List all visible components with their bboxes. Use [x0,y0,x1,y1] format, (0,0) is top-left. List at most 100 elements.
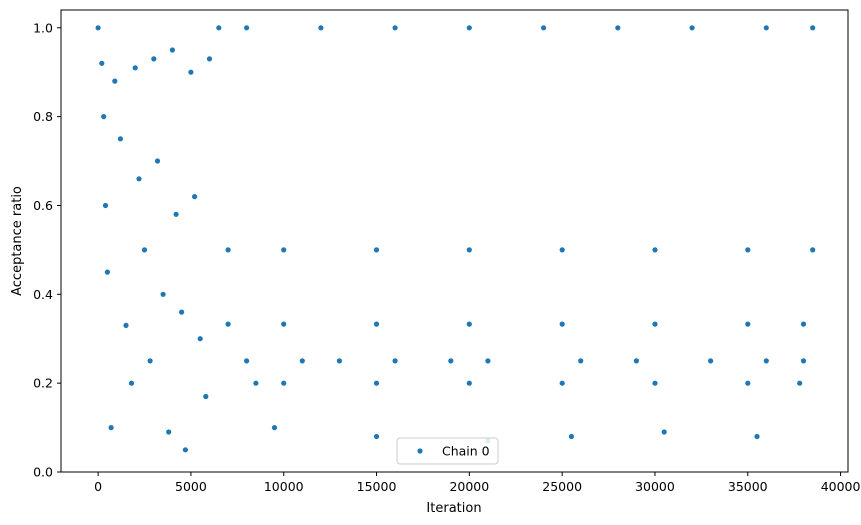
data-point [754,433,760,440]
data-point [141,247,148,253]
x-tick-label: 15000 [357,479,397,494]
data-point [108,425,114,431]
data-point [206,56,213,62]
data-point [281,380,287,386]
data-point [745,247,751,253]
data-point [559,247,565,253]
data-point [810,247,816,253]
x-tick-label: 0 [94,479,102,494]
data-point [466,25,472,31]
data-point [101,114,107,120]
data-point [541,25,547,31]
data-point [99,60,105,66]
data-point [373,433,380,440]
data-point [182,447,188,453]
data-point [244,358,250,364]
data-point [112,78,118,84]
x-tick-label: 20000 [449,479,489,494]
y-axis-ticks: 0.0 0.2 0.4 0.6 0.8 1.0 [33,20,61,480]
x-tick-label: 40000 [821,479,861,494]
data-point [373,247,380,253]
data-point [147,358,153,364]
legend-entry-chain-0: Chain 0 [442,444,490,459]
y-tick-label: 0.6 [33,198,53,213]
data-point [448,358,454,364]
data-point [197,336,203,342]
data-point [160,291,166,297]
data-point [136,176,142,182]
data-point [708,358,714,364]
data-point [102,202,109,209]
data-point [225,247,231,253]
data-point [281,247,287,253]
y-tick-label: 0.8 [33,109,53,124]
data-point [117,136,123,142]
data-point [151,56,157,62]
data-point [104,269,110,275]
data-point [225,321,231,327]
data-point [253,380,259,386]
data-point [745,321,751,327]
data-point [95,25,101,31]
y-tick-label: 0.2 [33,376,53,391]
data-point [166,429,172,435]
data-point [485,358,491,364]
data-point [689,25,695,31]
data-point [466,380,472,386]
y-axis-label: Acceptance ratio [10,186,25,296]
data-point [615,25,621,31]
data-point [800,358,807,364]
data-point [763,358,769,364]
data-point [281,321,287,327]
data-point [373,380,380,386]
data-point [559,321,565,327]
x-tick-label: 10000 [264,479,304,494]
data-point [392,358,398,364]
data-point [271,425,278,431]
data-point [318,25,324,31]
y-tick-label: 0.0 [33,465,53,480]
x-tick-label: 5000 [175,479,207,494]
x-tick-label: 30000 [635,479,675,494]
x-tick-label: 35000 [728,479,768,494]
legend-box [396,437,499,465]
data-point [633,358,640,364]
data-point [123,322,129,328]
data-point [373,321,380,327]
data-point [132,65,138,71]
data-point [173,211,179,217]
data-point [466,247,472,253]
data-point [652,321,658,327]
data-point [169,47,175,53]
y-tick-label: 0.4 [33,287,53,302]
legend-marker-chain-0 [417,448,423,454]
data-point [188,69,194,75]
data-point [192,194,198,200]
data-point [179,309,185,315]
data-point [154,158,161,164]
data-point [336,358,342,364]
x-tick-label: 25000 [542,479,582,494]
data-point [810,25,816,31]
data-point [216,25,222,31]
data-point [763,25,769,31]
data-point [745,380,751,386]
scatter-points [95,25,816,453]
data-point [203,393,209,400]
y-tick-label: 1.0 [33,20,53,35]
data-point [578,358,584,364]
legend: Chain 0 [396,437,499,465]
data-point [466,321,472,327]
data-point [652,247,658,253]
data-point [559,380,565,386]
x-axis-ticks: 0 5000 10000 15000 20000 25000 30000 35000 40000 [94,472,861,494]
data-point [652,380,658,386]
data-point [299,358,305,364]
x-axis-label: Iteration [426,501,481,516]
data-point [568,433,575,440]
data-point [128,380,135,386]
plot-frame [60,9,849,473]
data-point [800,321,807,327]
data-point [392,25,398,31]
